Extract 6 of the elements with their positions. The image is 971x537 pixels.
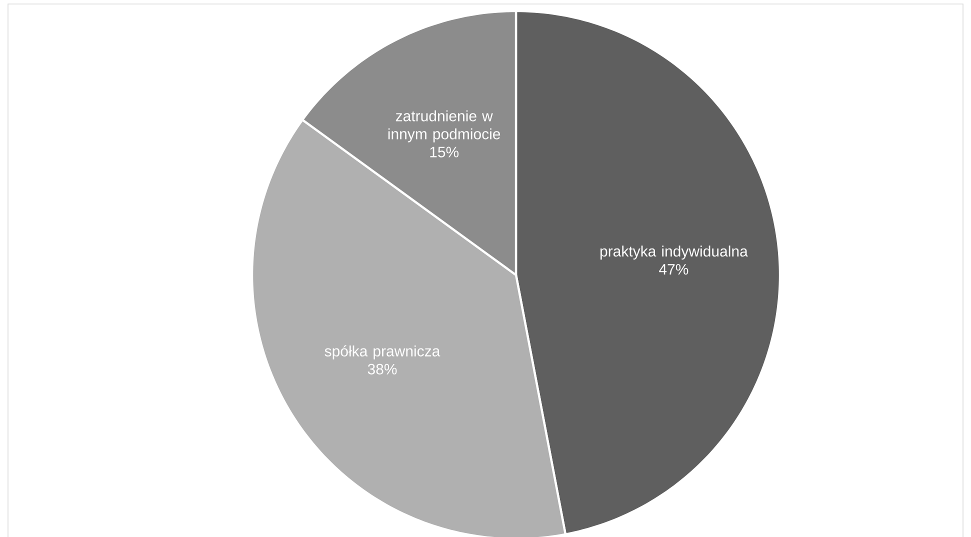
slice-label: praktyka indywidualna <box>600 246 748 260</box>
data-label: 15% <box>430 146 459 158</box>
slice-label: zatrudnienie w innym podmiocie <box>388 110 500 142</box>
data-label: 47% <box>659 264 688 275</box>
data-label: 38% <box>368 364 397 374</box>
slice-label: spółka prawnicza <box>324 345 440 360</box>
